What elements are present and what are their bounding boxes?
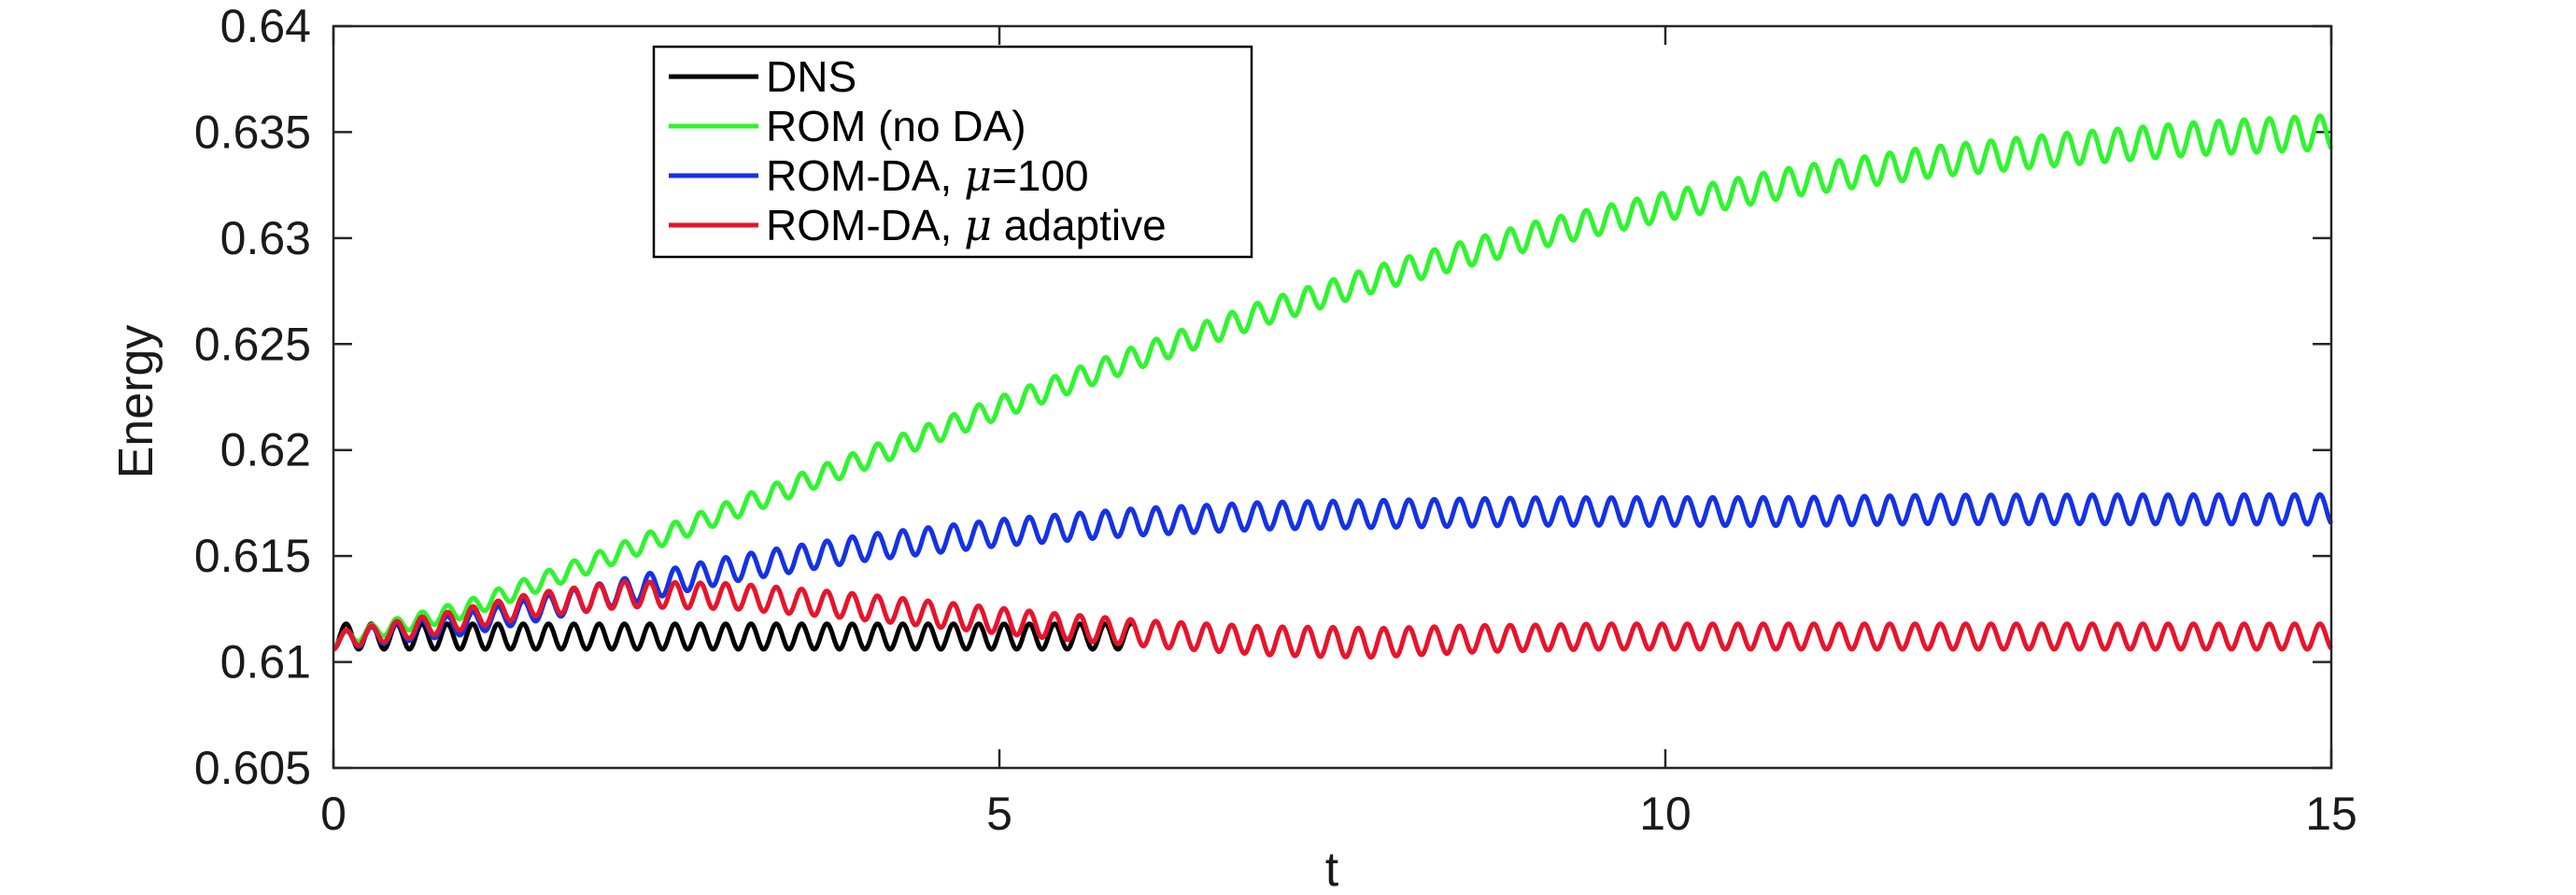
legend-label-romda-adaptive-mu: μ	[964, 200, 992, 250]
x-axis: 0 5 10 15	[320, 26, 2357, 840]
legend-label-romda-adaptive: ROM-DA, μ adaptive	[766, 200, 1167, 250]
legend-label-romda-adaptive-pre: ROM-DA,	[766, 201, 964, 249]
series-line-dns	[332, 621, 1135, 652]
x-tick-label: 5	[986, 788, 1012, 840]
legend-label-romda-100-mu: μ	[964, 150, 992, 201]
legend-label-romda-adaptive-post: adaptive	[992, 201, 1167, 249]
y-axis-title: Energy	[109, 325, 163, 479]
legend-box	[652, 45, 1253, 259]
plot-lines	[332, 113, 2334, 660]
series-line-romda-100	[332, 491, 2334, 652]
y-tick-label: 0.635	[194, 106, 311, 158]
axes-frame	[332, 24, 2333, 770]
x-tick-label: 0	[320, 788, 347, 840]
legend-label-romda-100: ROM-DA, μ=100	[766, 150, 1089, 201]
y-tick-label: 0.63	[220, 212, 311, 264]
legend: DNS ROM (no DA) ROM-DA, μ=100 ROM-DA, μ …	[652, 45, 1253, 259]
y-tick-label: 0.62	[220, 424, 311, 476]
legend-label-dns: DNS	[766, 52, 856, 101]
y-tick-label: 0.615	[194, 530, 311, 582]
y-tick-label: 0.605	[194, 742, 311, 794]
y-tick-label: 0.64	[220, 0, 311, 52]
y-tick-label: 0.625	[194, 318, 311, 370]
x-tick-label: 10	[1639, 788, 1691, 840]
x-tick-label: 15	[2305, 788, 2357, 840]
x-axis-title: t	[1325, 843, 1339, 895]
series-line-romda-adaptive	[332, 579, 2333, 660]
series-line-rom	[332, 113, 2334, 650]
legend-label-romda-100-pre: ROM-DA,	[766, 151, 964, 200]
y-axis: 0.605 0.61 0.615 0.62 0.625 0.63 0.635 0.64	[194, 0, 2331, 794]
legend-label-romda-100-post: =100	[992, 151, 1089, 200]
y-tick-label: 0.61	[220, 636, 311, 689]
legend-label-rom: ROM (no DA)	[766, 102, 1026, 150]
